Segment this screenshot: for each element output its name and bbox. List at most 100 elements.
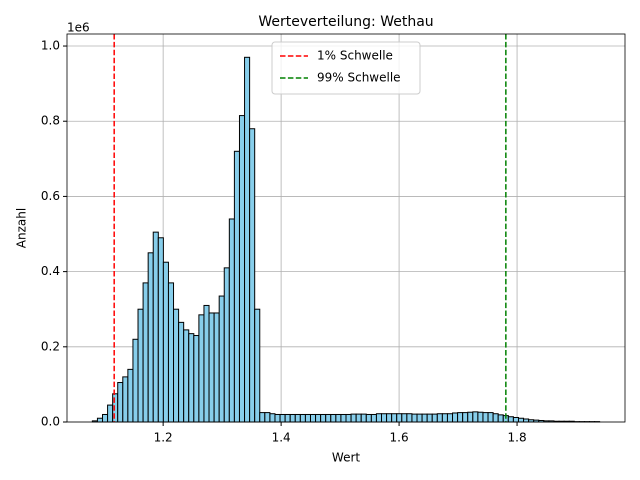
bar — [406, 413, 413, 423]
bar — [299, 413, 306, 423]
bar — [223, 267, 230, 423]
bar — [259, 412, 266, 423]
bar — [441, 413, 448, 423]
bar — [294, 413, 301, 423]
bar — [233, 150, 240, 423]
bar — [147, 252, 154, 423]
y-tick-label: 0.0 — [41, 415, 60, 429]
bar — [279, 413, 286, 423]
bar — [370, 413, 377, 423]
y-tick-label: 0.8 — [41, 114, 60, 128]
bar — [127, 368, 134, 423]
x-tick-label: 1.2 — [154, 431, 173, 445]
bar — [355, 413, 362, 423]
bar — [320, 413, 327, 423]
bar — [396, 413, 403, 423]
bar — [122, 376, 129, 423]
bar — [254, 308, 261, 423]
bar — [446, 413, 454, 423]
bar — [315, 413, 322, 423]
bar — [269, 413, 276, 423]
y-tick-label: 0.4 — [41, 264, 60, 278]
bar — [188, 333, 195, 423]
bar — [436, 413, 443, 423]
bar — [213, 312, 220, 423]
bar — [477, 411, 484, 423]
plot-frame — [66, 33, 626, 423]
bar — [345, 413, 352, 423]
bar — [102, 413, 109, 423]
bar — [487, 412, 494, 423]
bar — [309, 413, 317, 423]
bar — [325, 413, 332, 423]
bar — [178, 321, 185, 423]
y-tick-label: 0.2 — [41, 339, 60, 353]
bar — [523, 418, 530, 423]
bar — [365, 413, 372, 423]
bar — [112, 393, 119, 423]
legend-label: 1% Schwelle — [317, 49, 393, 63]
bar — [157, 237, 164, 423]
bar — [467, 411, 474, 423]
bar — [457, 412, 464, 423]
bar — [335, 413, 342, 423]
x-tick-label: 1.6 — [390, 431, 409, 445]
bar — [482, 412, 489, 423]
bar — [228, 218, 235, 423]
bar — [386, 413, 393, 423]
x-tick-label: 1.4 — [272, 431, 291, 445]
bar — [304, 413, 311, 423]
bar — [431, 413, 438, 423]
y-tick-label: 0.6 — [41, 189, 60, 203]
bar — [244, 56, 251, 423]
bar — [507, 416, 514, 423]
bar — [472, 411, 479, 423]
x-axis-label: Wert — [332, 451, 360, 465]
bar — [340, 413, 347, 423]
y-offset-label: 1e6 — [67, 21, 90, 35]
bar — [512, 416, 519, 423]
bar — [218, 295, 225, 423]
bar — [330, 413, 337, 423]
bar — [289, 413, 296, 423]
bar — [198, 314, 205, 423]
y-tick-label: 1.0 — [41, 39, 60, 53]
legend: 1% Schwelle 99% Schwelle — [271, 41, 421, 95]
x-tick-label: 1.8 — [508, 431, 527, 445]
chart-title: Werteverteilung: Wethau — [258, 14, 433, 30]
bar — [381, 413, 388, 423]
bar — [142, 282, 149, 423]
bar — [416, 413, 423, 423]
bar — [132, 338, 139, 423]
bar — [162, 261, 169, 423]
bar — [173, 308, 180, 423]
legend-box — [271, 41, 421, 95]
bar — [274, 413, 281, 423]
bar — [411, 413, 418, 423]
bar — [492, 413, 499, 423]
bar — [152, 231, 159, 423]
bar — [167, 282, 175, 423]
bar — [193, 335, 200, 423]
bar — [249, 128, 256, 423]
bar — [375, 413, 383, 423]
bar — [96, 417, 104, 423]
bar — [117, 382, 124, 423]
bar — [264, 412, 271, 423]
bar — [137, 308, 144, 423]
legend-label: 99% Schwelle — [317, 71, 401, 85]
y-axis-label: Anzahl — [15, 208, 29, 248]
bar — [350, 413, 357, 423]
bar — [497, 414, 504, 423]
bar — [238, 115, 246, 423]
bar — [401, 413, 408, 423]
bar — [203, 304, 210, 423]
bar — [360, 413, 367, 423]
bar — [462, 412, 469, 423]
bar — [284, 413, 291, 423]
bar — [452, 412, 459, 423]
bar — [183, 329, 190, 423]
bar — [391, 413, 398, 423]
bar — [426, 413, 433, 423]
